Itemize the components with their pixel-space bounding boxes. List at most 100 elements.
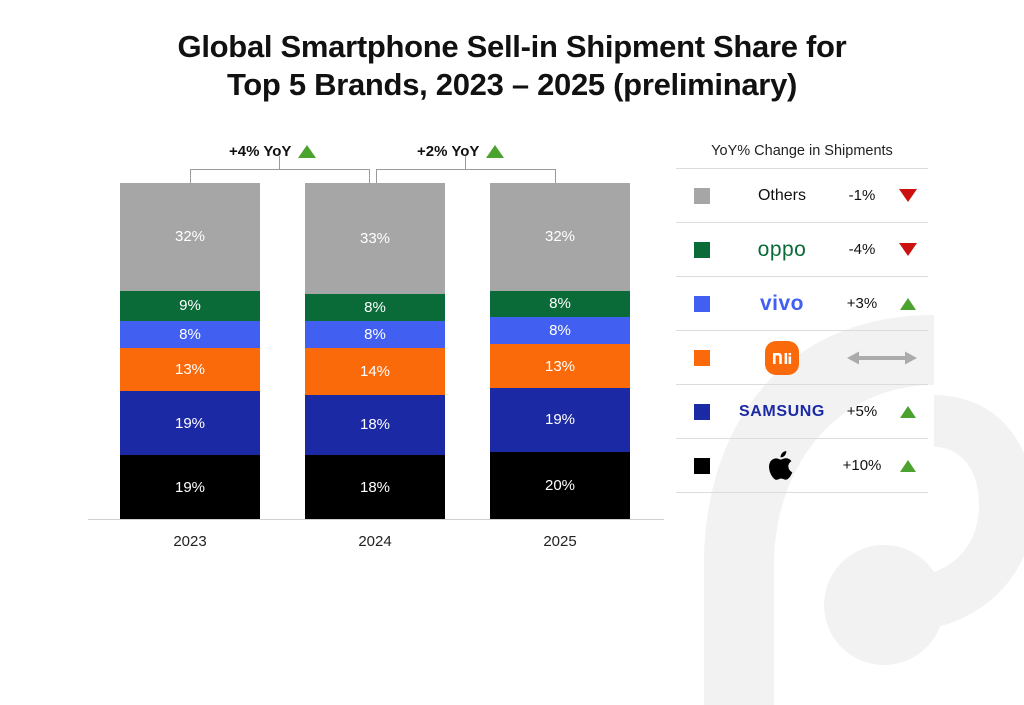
oppo-logo-icon: oppo <box>757 237 807 261</box>
legend-row-apple[interactable]: +10% <box>676 438 928 493</box>
segment-2023-others[interactable]: 32% <box>120 183 260 291</box>
segment-label: 13% <box>544 357 576 375</box>
samsung-logo-icon: SAMSUNG <box>739 402 825 420</box>
plot-area: 32% 9% 8% 13% 19% 19% 2023 33% 8% 8% 14% <box>88 183 664 550</box>
bar-2024[interactable]: 33% 8% 8% 14% 18% 18% <box>305 183 445 519</box>
legend-arrow-apple <box>888 459 928 472</box>
segment-label: 9% <box>179 297 201 315</box>
others-text: Others <box>757 186 806 204</box>
legend-pct-apple: +10% <box>842 457 882 474</box>
triangle-down-icon <box>899 243 917 256</box>
yoy-label-1-text: +4% YoY <box>229 143 292 160</box>
legend-label-samsung: SAMSUNG <box>728 403 836 421</box>
legend-swatch-oppo <box>676 241 728 258</box>
segment-label: 32% <box>174 228 206 246</box>
segment-2023-apple[interactable]: 19% <box>120 455 260 519</box>
segment-2023-samsung[interactable]: 19% <box>120 391 260 456</box>
triangle-up-icon <box>900 459 916 472</box>
legend-pct-others: -1% <box>848 187 876 204</box>
segment-label: 14% <box>359 362 391 380</box>
segment-2024-others[interactable]: 33% <box>305 183 445 294</box>
chart-title: Global Smartphone Sell-in Shipment Share… <box>0 28 1024 104</box>
segment-label: 18% <box>359 478 391 496</box>
legend-pct-oppo: -4% <box>848 241 876 258</box>
bar-2023[interactable]: 32% 9% 8% 13% 19% 19% <box>120 183 260 519</box>
yoy-label-2023-2024: +4% YoY <box>229 143 317 160</box>
segment-label: 8% <box>549 322 571 340</box>
legend-header: YoY% Change in Shipments <box>711 143 893 159</box>
yoy-bracket-2023-2024 <box>190 169 370 183</box>
legend-pct-vivo: +3% <box>846 295 878 312</box>
x-axis-baseline <box>88 519 664 520</box>
x-tick-label-2023: 2023 <box>173 533 207 550</box>
legend-arrow-xiaomi <box>836 350 928 366</box>
legend-swatch-others <box>676 187 728 204</box>
legend-arrow-samsung <box>888 405 928 418</box>
segment-2024-vivo[interactable]: 8% <box>305 320 445 348</box>
legend-pct-samsung: +5% <box>846 403 878 420</box>
segment-label: 19% <box>174 478 206 496</box>
double-arrow-flat-icon <box>847 351 917 364</box>
legend-swatch-apple <box>676 457 728 474</box>
segment-label: 19% <box>174 414 206 432</box>
vivo-logo-icon: vivo <box>759 291 805 315</box>
chart-title-line-2: Top 5 Brands, 2023 – 2025 (preliminary) <box>226 67 798 102</box>
legend-row-samsung[interactable]: SAMSUNG +5% <box>676 384 928 438</box>
segment-2024-apple[interactable]: 18% <box>305 455 445 519</box>
segment-label: 18% <box>359 416 391 434</box>
legend-row-oppo[interactable]: oppo -4% <box>676 222 928 276</box>
segment-label: 32% <box>544 228 576 246</box>
xiaomi-logo-icon <box>765 340 799 375</box>
yoy-annotations: +4% YoY +2% YoY <box>0 0 1024 200</box>
x-tick-label-2025: 2025 <box>543 533 577 550</box>
yoy-label-2-text: +2% YoY <box>417 143 480 160</box>
triangle-up-icon <box>900 405 916 418</box>
legend-arrow-vivo <box>888 297 928 310</box>
legend-row-others[interactable]: Others -1% <box>676 168 928 222</box>
segment-2024-samsung[interactable]: 18% <box>305 394 445 456</box>
segment-2023-xiaomi[interactable]: 13% <box>120 347 260 392</box>
legend-swatch-samsung <box>676 403 728 420</box>
segment-2025-samsung[interactable]: 19% <box>490 388 630 452</box>
legend-arrow-others <box>888 189 928 202</box>
triangle-up-icon <box>298 145 317 158</box>
segment-2025-oppo[interactable]: 8% <box>490 290 630 318</box>
segment-label: 8% <box>364 325 386 343</box>
triangle-down-icon <box>899 189 917 202</box>
segment-label: 13% <box>174 360 206 378</box>
segment-2025-apple[interactable]: 20% <box>490 451 630 519</box>
legend-arrow-oppo <box>888 243 928 256</box>
segment-label: 8% <box>364 298 386 316</box>
segment-2023-vivo[interactable]: 8% <box>120 320 260 348</box>
legend-row-vivo[interactable]: vivo +3% <box>676 276 928 330</box>
segment-2025-others[interactable]: 32% <box>490 183 630 291</box>
apple-logo-icon <box>769 450 793 480</box>
chart-title-line-1: Global Smartphone Sell-in Shipment Share… <box>177 29 847 64</box>
segment-label: 33% <box>359 229 391 247</box>
segment-2024-oppo[interactable]: 8% <box>305 293 445 321</box>
bar-2025[interactable]: 32% 8% 8% 13% 19% 20% <box>490 183 630 519</box>
legend-row-xiaomi[interactable] <box>676 330 928 384</box>
segment-2024-xiaomi[interactable]: 14% <box>305 347 445 395</box>
legend-label-xiaomi <box>728 340 836 375</box>
legend-label-apple <box>728 448 836 484</box>
legend-label-vivo: vivo <box>728 292 836 316</box>
segment-label: 20% <box>544 476 576 494</box>
x-tick-label-2024: 2024 <box>358 533 392 550</box>
yoy-bracket-2024-2025 <box>376 169 556 183</box>
segment-2025-vivo[interactable]: 8% <box>490 317 630 345</box>
legend-swatch-xiaomi <box>676 349 728 366</box>
legend-label-others: Others <box>728 187 836 205</box>
legend-label-oppo: oppo <box>728 238 836 262</box>
yoy-bracket-stem-1 <box>279 156 280 170</box>
segment-2023-oppo[interactable]: 9% <box>120 290 260 321</box>
yoy-bracket-stem-2 <box>465 156 466 170</box>
segment-2025-xiaomi[interactable]: 13% <box>490 344 630 388</box>
segment-label: 8% <box>549 295 571 313</box>
segment-label: 19% <box>544 411 576 429</box>
triangle-up-icon <box>486 145 505 158</box>
triangle-up-icon <box>900 297 916 310</box>
segment-label: 8% <box>179 325 201 343</box>
yoy-label-2024-2025: +2% YoY <box>417 143 505 160</box>
